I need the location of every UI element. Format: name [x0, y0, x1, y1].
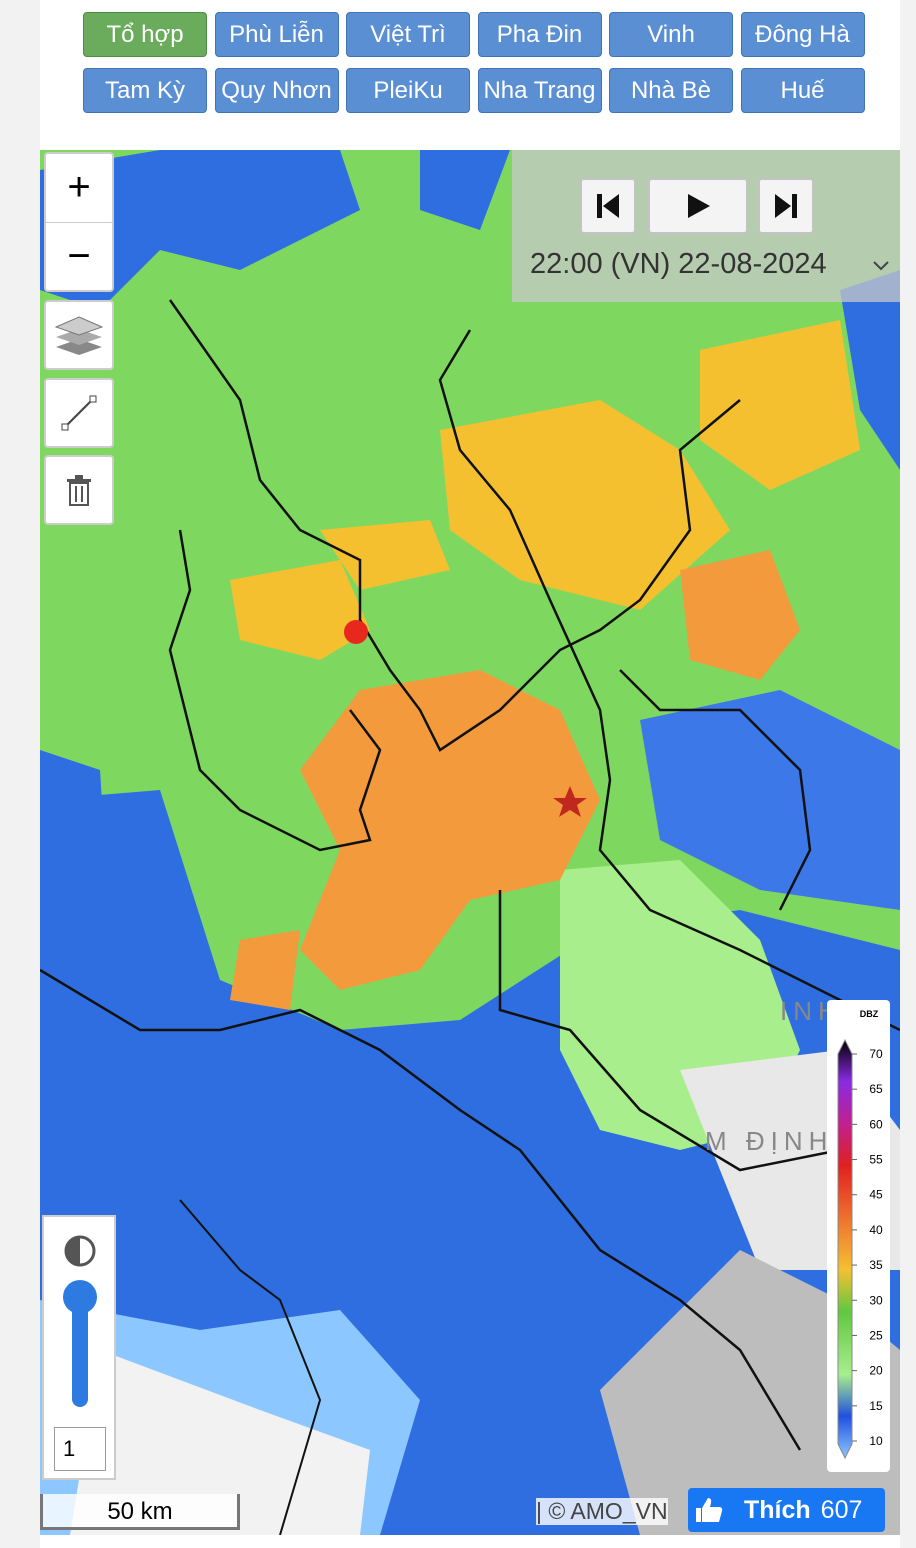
prev-button[interactable] — [580, 178, 636, 234]
zoom-control: + − — [44, 152, 114, 292]
like-button[interactable]: Thích 607 — [688, 1488, 885, 1532]
legend-tick-label: 10 — [869, 1434, 883, 1448]
station-button[interactable]: Quy Nhơn — [214, 68, 339, 113]
playback-panel: 22:00 (VN) 22-08-2024 — [512, 150, 900, 302]
scale-bar: 50 km — [40, 1494, 240, 1530]
legend-scale: DBZ 70 65 60 55 45 40 35 30 25 20 15 10 — [837, 1009, 883, 1460]
legend: DBZ 70 65 60 55 45 40 35 30 25 20 15 10 — [827, 1000, 890, 1472]
zoom-in[interactable]: + — [46, 154, 112, 223]
attribution[interactable]: | © AMO_VN — [536, 1498, 668, 1525]
legend-tick-label: 20 — [869, 1364, 883, 1378]
next-button[interactable] — [758, 178, 814, 234]
map-canvas: INH M ĐỊNH — [40, 150, 900, 1535]
station-button[interactable]: Tổ hợp — [83, 12, 207, 57]
layers-button[interactable] — [44, 300, 114, 370]
legend-tick-label: 35 — [869, 1258, 883, 1272]
station-button[interactable]: Vinh — [609, 12, 733, 57]
dropdown-icon — [873, 261, 889, 271]
radar-map: INH M ĐỊNH — [40, 150, 900, 1535]
opacity-slider[interactable] — [44, 1217, 114, 1407]
station-button[interactable]: Tam Kỳ — [83, 68, 207, 113]
delete-button[interactable] — [44, 455, 114, 525]
timestamp[interactable]: 22:00 (VN) 22-08-2024 — [530, 248, 827, 280]
layers-icon — [54, 316, 104, 355]
line-icon — [61, 395, 97, 431]
draw-line-button[interactable] — [44, 378, 114, 448]
legend-tick-label: 55 — [869, 1153, 883, 1167]
legend-tick-label: 25 — [869, 1328, 883, 1342]
station-button[interactable]: Huế — [740, 68, 865, 113]
legend-tick-label: 70 — [869, 1047, 883, 1061]
thumb-icon — [696, 1498, 723, 1522]
map-label: M ĐỊNH — [705, 1126, 833, 1156]
station-button[interactable]: Phù Liễn — [214, 12, 339, 57]
station-button[interactable]: Đông Hà — [740, 12, 865, 57]
like-label: Thích — [744, 1495, 811, 1524]
legend-tick-label: 40 — [869, 1223, 883, 1237]
legend-tick-label: 30 — [869, 1293, 883, 1307]
play-button[interactable] — [648, 178, 748, 234]
station-button[interactable]: Nhà Bè — [609, 68, 733, 113]
opacity-input[interactable]: 1 — [54, 1427, 106, 1471]
legend-tick-label: 60 — [869, 1117, 883, 1131]
like-count: 607 — [820, 1495, 863, 1524]
station-button[interactable]: PleiKu — [346, 68, 470, 113]
station-button[interactable]: Pha Đin — [477, 12, 602, 57]
next-icon — [775, 194, 797, 218]
play-icon — [688, 194, 710, 218]
legend-tick-label: 45 — [869, 1188, 883, 1202]
zoom-out[interactable]: − — [67, 233, 91, 278]
trash-icon — [67, 475, 91, 506]
legend-tick-label: 15 — [869, 1399, 883, 1413]
station-button[interactable]: Việt Trì — [346, 12, 470, 57]
prev-icon — [597, 194, 619, 218]
legend-title: DBZ — [860, 1009, 879, 1019]
station-button[interactable]: Nha Trang — [477, 68, 602, 113]
opacity-control: 1 — [42, 1215, 116, 1480]
legend-tick-label: 65 — [869, 1082, 883, 1096]
